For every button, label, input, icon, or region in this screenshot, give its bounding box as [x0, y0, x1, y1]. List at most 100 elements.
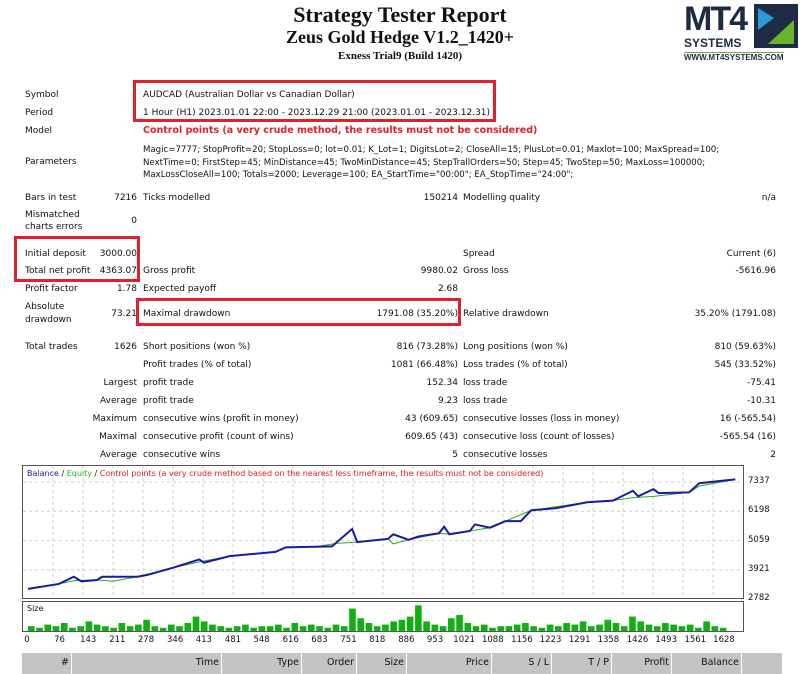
gross-loss-label: Gross loss	[463, 266, 509, 276]
loss-trades-label: Loss trades (% of total)	[463, 360, 568, 370]
size-bar	[588, 626, 595, 631]
highlight-box	[136, 298, 461, 326]
logo-text: MT4	[684, 0, 748, 38]
short-label: Short positions (won %)	[143, 342, 251, 352]
size-bar	[151, 626, 159, 631]
profit-factor-label: Profit factor	[25, 284, 78, 294]
x-tick-label: 616	[282, 635, 299, 645]
size-panel: Size	[22, 601, 744, 632]
size-bar	[275, 624, 282, 631]
size-bar	[464, 623, 472, 631]
size-bar	[653, 626, 661, 631]
net-profit-value: 4363.07	[99, 266, 137, 276]
x-tick-label: 818	[369, 635, 386, 645]
size-bar	[291, 623, 299, 631]
x-tick-label: 1223	[539, 635, 562, 645]
column-header[interactable]: Type	[222, 653, 302, 674]
column-header[interactable]: Balance	[672, 653, 742, 674]
column-header[interactable]: Profit	[612, 653, 672, 674]
size-bar	[620, 626, 628, 631]
size-bar	[365, 623, 373, 631]
x-tick-label: 1088	[481, 635, 504, 645]
gross-loss-value: -5616.96	[735, 266, 776, 276]
column-header[interactable]: Order	[302, 653, 357, 674]
row-value: 609.65 (43)	[405, 432, 458, 442]
size-bar	[695, 627, 702, 631]
x-tick-label: 1021	[453, 635, 475, 645]
size-bar	[637, 621, 644, 631]
profit-trades-label: Profit trades (% of total)	[143, 360, 252, 370]
legend-balance: Balance	[27, 469, 59, 478]
period-label: Period	[25, 108, 54, 118]
payoff-label: Expected payoff	[143, 284, 217, 294]
size-bar	[28, 626, 35, 631]
size-bar	[678, 626, 686, 631]
size-bar	[546, 624, 554, 631]
deposit-value: 3000.00	[99, 249, 137, 259]
size-bar	[448, 618, 455, 631]
row-value-2: -75.41	[746, 378, 776, 388]
x-tick-label: 886	[398, 635, 415, 645]
row-value: 43 (609.65)	[405, 414, 458, 424]
size-bar	[69, 627, 76, 631]
row-value: 9.23	[437, 396, 458, 406]
size-bar	[316, 626, 323, 631]
spread-value: Current (6)	[726, 249, 776, 259]
size-bar	[703, 621, 710, 631]
max-dd-value: 1791.08 (35.20%)	[376, 309, 458, 319]
size-bar	[258, 626, 266, 631]
size-bar	[662, 623, 669, 631]
row-label-2: consecutive losses (loss in money)	[463, 414, 620, 424]
x-tick-label: 481	[224, 635, 242, 645]
size-bar	[373, 626, 381, 631]
y-tick-label: 6198	[748, 505, 770, 516]
ticks-value: 150214	[423, 193, 458, 203]
size-bar	[423, 621, 430, 631]
column-header[interactable]: S / L	[492, 653, 552, 674]
size-bar	[555, 626, 562, 631]
row-value: 152.34	[426, 378, 459, 388]
gross-profit-value: 9980.02	[420, 266, 458, 276]
ticks-label: Ticks modelled	[143, 193, 211, 203]
x-tick-label: 683	[311, 635, 328, 645]
size-bar	[126, 626, 134, 631]
row-label: consecutive wins (profit in money)	[143, 414, 299, 424]
balance-line	[27, 478, 736, 590]
size-bar	[711, 626, 719, 631]
size-bar	[52, 626, 60, 631]
period-value: 1 Hour (H1) 2023.01.01 22:00 - 2023.12.2…	[143, 108, 491, 118]
size-label: Size	[27, 604, 44, 613]
profit-factor-value: 1.78	[116, 284, 137, 294]
size-bar	[233, 626, 241, 631]
column-header[interactable]: T / P	[552, 653, 612, 674]
size-bar	[93, 624, 101, 631]
column-header[interactable]: #	[22, 653, 72, 674]
row-value-2: -10.31	[746, 396, 776, 406]
max-dd-label: Maximal drawdown	[143, 309, 231, 319]
y-tick-label: 2782	[748, 593, 770, 604]
size-bar	[217, 626, 224, 631]
profit-trades-value: 1081 (66.48%)	[390, 360, 458, 370]
size-bar	[110, 627, 117, 631]
row-prefix: Maximal	[99, 432, 137, 442]
bars-value: 7216	[114, 193, 137, 203]
column-header[interactable]: Time	[72, 653, 222, 674]
row-prefix: Maximum	[92, 414, 137, 424]
size-bar	[522, 623, 529, 631]
rel-dd-value: 35.20% (1791.08)	[694, 309, 776, 319]
size-bar	[579, 621, 587, 631]
size-bar	[596, 624, 603, 631]
gross-profit-label: Gross profit	[143, 266, 196, 276]
column-header[interactable]: Size	[357, 653, 407, 674]
legend-sep: /	[91, 469, 100, 478]
size-bar	[480, 624, 488, 631]
mt4-logo: MT4 SYSTEMS WWW.MT4SYSTEMS.COM	[682, 0, 798, 64]
x-tick-label: 0	[24, 635, 30, 645]
rel-dd-label: Relative drawdown	[463, 309, 549, 319]
y-tick-label: 3921	[748, 563, 770, 574]
column-header[interactable]: Price	[407, 653, 492, 674]
size-bar	[415, 605, 422, 631]
x-tick-label: 278	[137, 635, 155, 645]
long-label: Long positions (won %)	[463, 342, 568, 352]
size-bar	[530, 626, 537, 631]
